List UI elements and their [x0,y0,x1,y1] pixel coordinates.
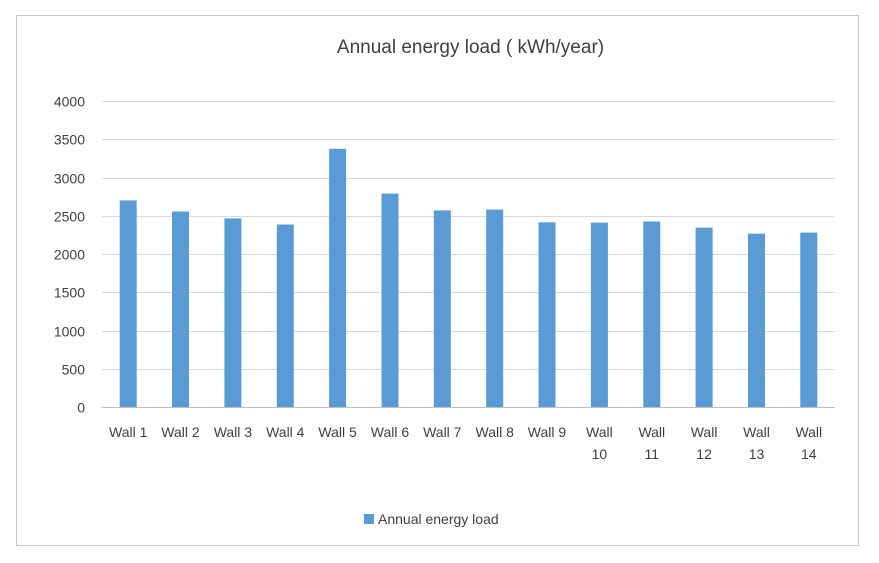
bar [329,148,347,408]
y-tick-label: 2000 [54,247,85,263]
x-tick-label: 14 [801,446,817,462]
x-tick-label: Wall 4 [266,424,305,440]
x-tick-label: 11 [645,446,660,462]
chart-frame: Annual energy load ( kWh/year) 0 500 1000 1… [16,15,859,546]
x-tick-label: Wall 6 [371,424,410,440]
bar [695,227,713,407]
bar [486,209,504,407]
x-tick-label: 10 [592,446,608,462]
x-tick-label: Wall [586,424,613,440]
bar-chart: Annual energy load ( kWh/year) 0 500 1000 1… [54,37,835,527]
y-tick-label: 3000 [54,171,85,187]
y-tick-label: 2500 [54,209,85,225]
x-tick-label: Wall 3 [214,424,253,440]
x-tick-label: 13 [749,446,765,462]
bar [538,222,556,407]
x-tick-label: Wall 9 [528,424,567,440]
bar [172,211,189,407]
bar [643,221,661,407]
legend-label: Annual energy load [378,511,499,527]
x-tick-label: Wall 1 [109,424,148,440]
y-tick-label: 1500 [54,285,85,301]
x-tick-label: Wall 7 [423,424,462,440]
bar [433,210,451,407]
x-tick-label: Wall [795,424,822,440]
x-tick-label: Wall 5 [318,424,357,440]
bar [276,224,294,407]
bar [381,193,399,407]
x-tick-label: Wall 8 [476,424,515,440]
x-axis-ticks: Wall 1 Wall 2 Wall 3 Wall 4 Wall 5 Wall 6 Wall… [109,424,822,462]
bars [119,148,818,408]
bar [590,222,608,407]
x-tick-label: Wall [691,424,718,440]
y-axis-ticks: 0 500 1000 1500 2000 2500 3000 3500 4000 [54,94,85,416]
x-tick-label: Wall [743,424,770,440]
y-tick-label: 3500 [54,132,85,148]
chart-title: Annual energy load ( kWh/year) [337,37,604,58]
bar [800,232,818,407]
bar [748,233,765,407]
legend-swatch [364,514,374,524]
bar [119,200,137,407]
x-tick-label: Wall [638,424,665,440]
bar [224,218,242,407]
y-tick-label: 0 [77,400,85,416]
gridlines [102,101,835,370]
legend: Annual energy load [364,511,499,527]
y-tick-label: 500 [62,362,86,378]
x-tick-label: 12 [696,446,712,462]
y-tick-label: 4000 [54,94,85,110]
x-tick-label: Wall 2 [161,424,200,440]
y-tick-label: 1000 [54,324,85,340]
